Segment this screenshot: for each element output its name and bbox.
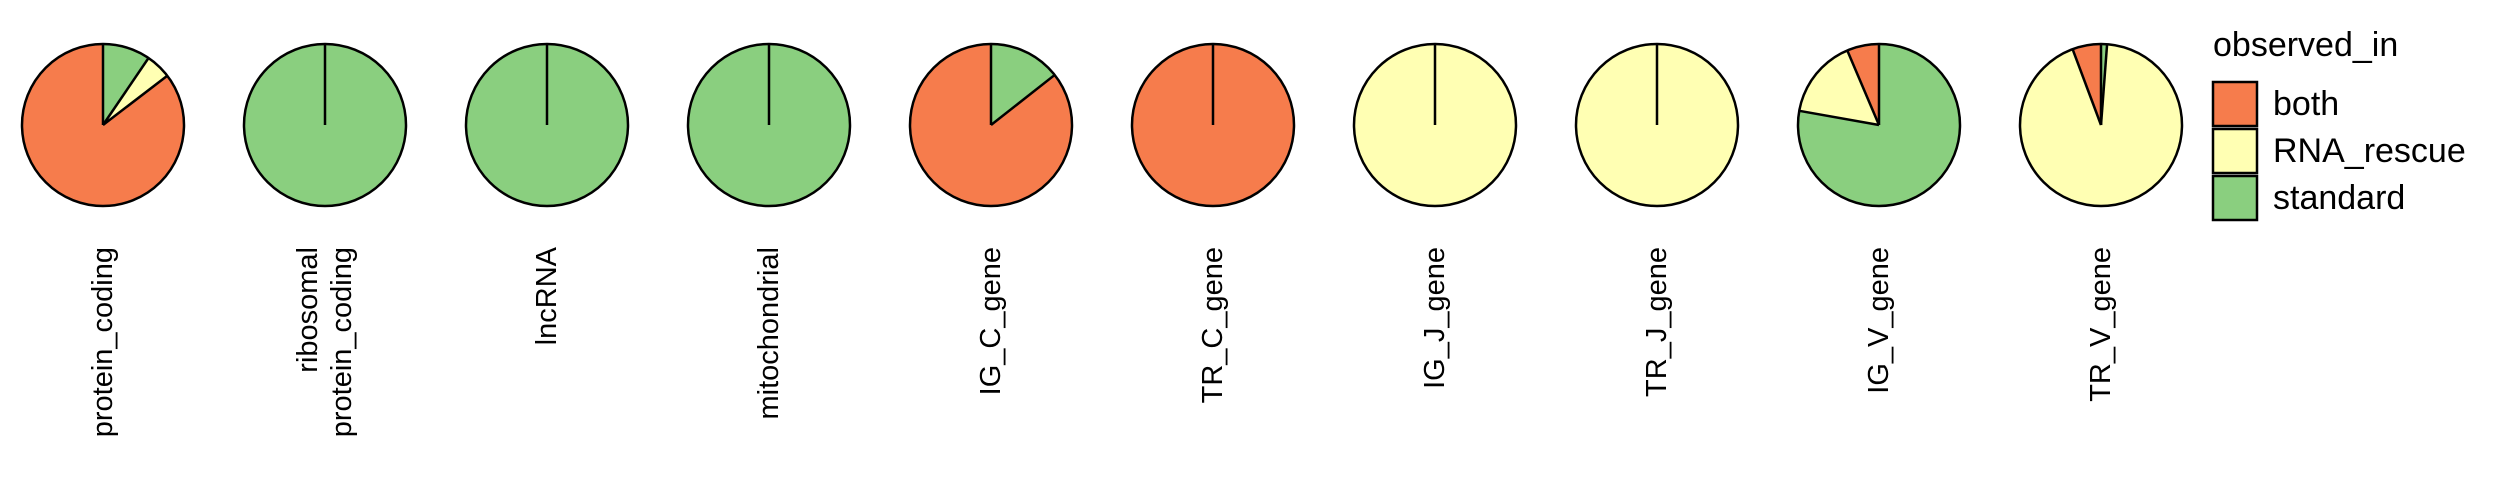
pie-separator: [2099, 44, 2109, 126]
pie-lncRNA: lncRNA: [464, 42, 630, 345]
legend-title: observed_in: [2213, 26, 2398, 64]
pie-slice-standard: [991, 44, 1055, 125]
legend-label: standard: [2273, 179, 2405, 217]
pie-TR_J_gene: TR_J_gene: [1574, 42, 1740, 397]
legend-swatch: [2211, 127, 2259, 175]
panel-label-line: lncRNA: [531, 246, 563, 345]
panel-label-line: TR_J_gene: [1641, 247, 1673, 397]
legend-swatch: [2211, 80, 2259, 128]
legend-item-standard: standard: [2211, 174, 2405, 222]
legend-label: RNA_rescue: [2273, 132, 2466, 170]
legend-label: both: [2273, 85, 2339, 123]
panel-label-line: mitochondrial: [753, 247, 785, 419]
pie-separator: [2071, 48, 2103, 126]
pie-TR_V_gene: TR_V_gene: [2018, 42, 2184, 402]
legend-item-RNA_rescue: RNA_rescue: [2211, 127, 2466, 175]
pie-mitochondrial: mitochondrial: [686, 42, 852, 419]
legend-swatch: [2211, 174, 2259, 222]
legend: observed_in both RNA_rescue standard: [2211, 26, 2466, 222]
panel-label-line: IG_V_gene: [1863, 247, 1895, 394]
pie-separator: [102, 74, 169, 126]
pie-panels: protein_coding ribosomalprotein_coding lnc…: [20, 42, 2184, 437]
pie-slice-both: [21, 44, 184, 207]
panel-label: TR_V_gene: [2085, 247, 2117, 402]
pie-ribosomal-protein_coding: ribosomalprotein_coding: [242, 42, 408, 437]
panel-label: mitochondrial: [753, 247, 785, 419]
pie-separator: [1846, 49, 1881, 126]
pie-IG_V_gene: IG_V_gene: [1796, 42, 1962, 394]
panel-label-line: protein_coding: [87, 247, 119, 437]
pie-separator: [1799, 109, 1880, 127]
legend-items: both RNA_rescue standard: [2211, 80, 2466, 222]
panel-label: TR_C_gene: [1197, 247, 1229, 403]
pie-protein_coding: protein_coding: [20, 42, 186, 437]
pie-slice-RNA_rescue: [1799, 50, 1879, 125]
panel-label-line: protein_coding: [326, 247, 358, 437]
panel-label: lncRNA: [531, 246, 563, 345]
pie-TR_C_gene: TR_C_gene: [1130, 42, 1296, 403]
legend-item-both: both: [2211, 80, 2339, 128]
panel-label: protein_coding: [87, 247, 119, 437]
pie-IG_J_gene: IG_J_gene: [1352, 42, 1518, 389]
panel-label-line: TR_V_gene: [2085, 247, 2117, 402]
panel-label-line: ribosomal: [292, 247, 324, 373]
panel-label-line: TR_C_gene: [1197, 247, 1229, 403]
pie-slice-RNA_rescue: [103, 58, 168, 126]
pie-separator: [990, 73, 1056, 126]
pie-slice-standard: [103, 44, 149, 125]
panel-label: IG_J_gene: [1419, 247, 1451, 389]
panel-label-line: IG_J_gene: [1419, 247, 1451, 389]
panel-label: TR_J_gene: [1641, 247, 1673, 397]
panel-label: ribosomalprotein_coding: [292, 247, 358, 437]
panel-label: IG_V_gene: [1863, 247, 1895, 394]
pie-IG_C_gene: IG_C_gene: [908, 42, 1074, 395]
panel-label: IG_C_gene: [975, 247, 1007, 395]
panel-label-line: IG_C_gene: [975, 247, 1007, 395]
pie-separator: [101, 57, 150, 126]
pie-slice-RNA_rescue: [2020, 44, 2183, 207]
